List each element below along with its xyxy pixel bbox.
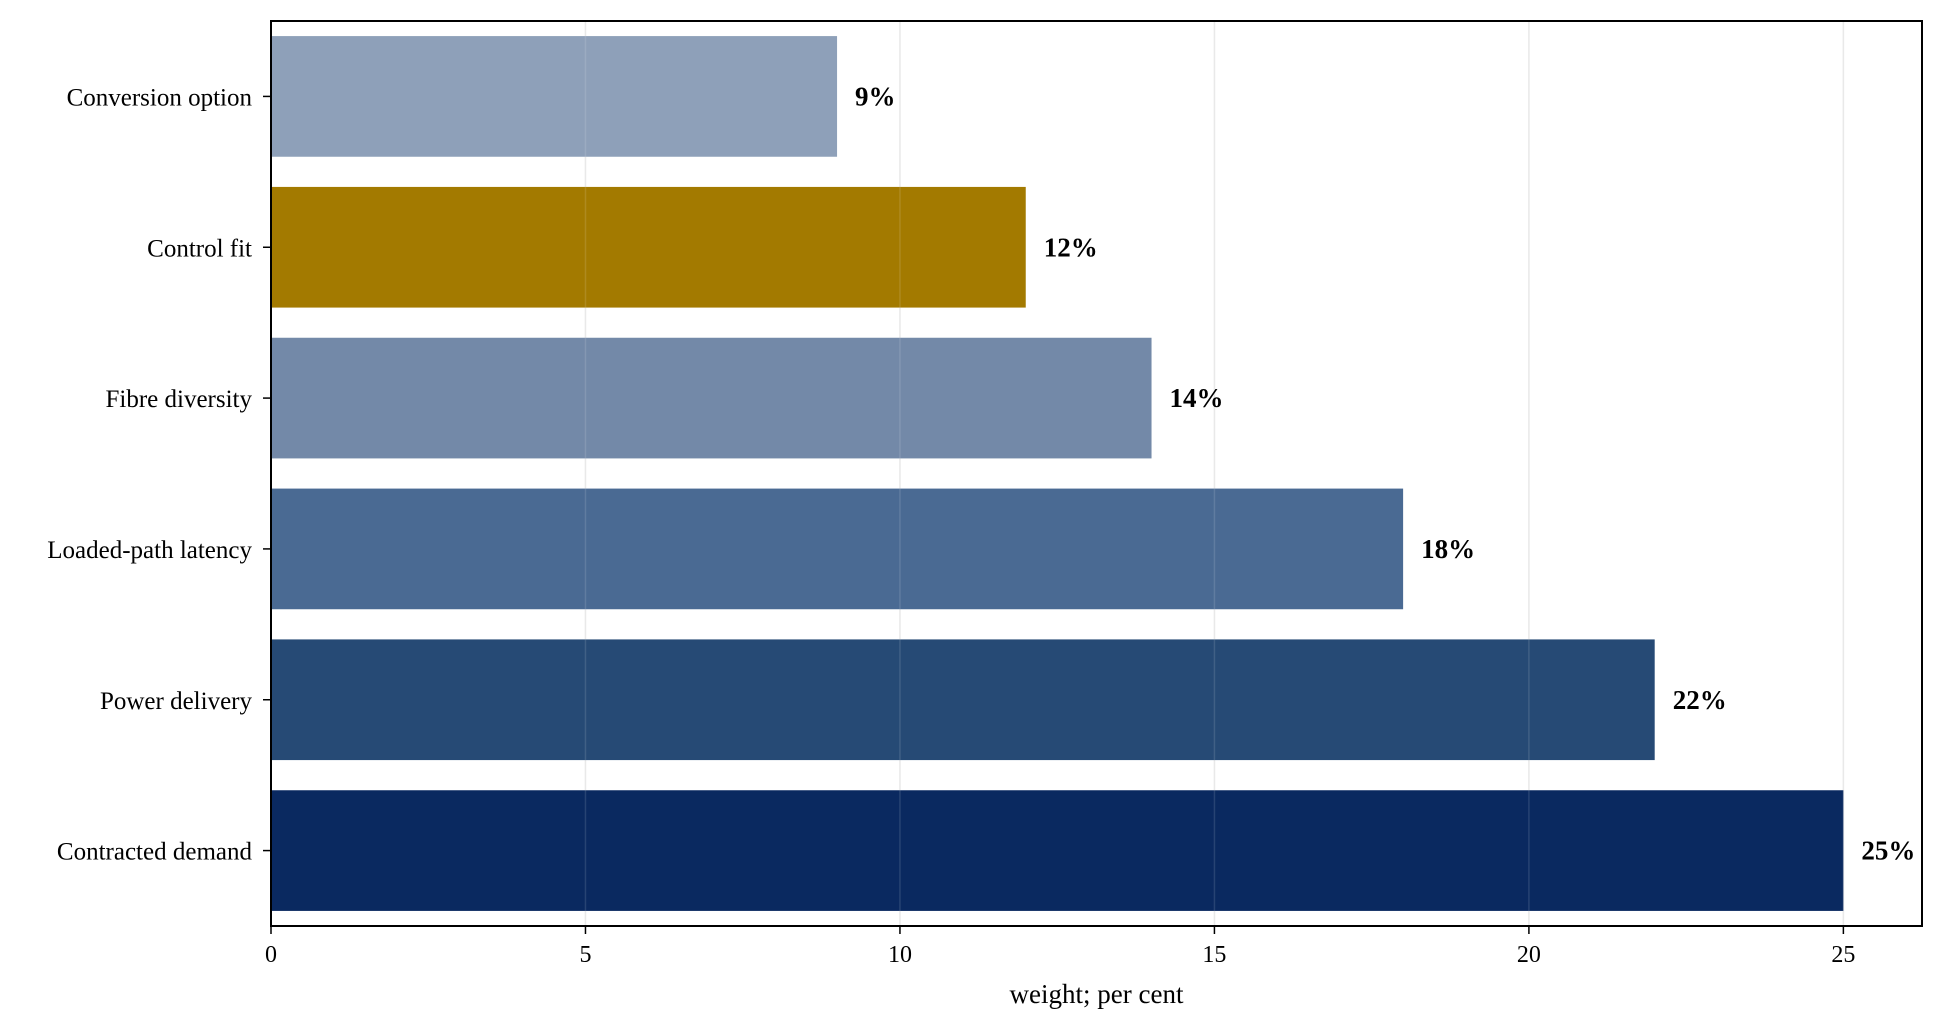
bars-layer bbox=[271, 21, 1845, 926]
x-tick-label-0: 0 bbox=[265, 942, 277, 968]
value-label-1: 12% bbox=[1044, 232, 1098, 262]
y-category-label-4: Power delivery bbox=[100, 688, 253, 715]
y-category-label-2: Fibre diversity bbox=[105, 386, 252, 413]
x-tick-label-3: 15 bbox=[1202, 942, 1226, 968]
plot-frame bbox=[270, 20, 1923, 927]
value-labels: 9% 12% 14% 18% 22% 25% bbox=[855, 81, 1915, 865]
x-tick-label-1: 5 bbox=[579, 942, 591, 968]
bar-4 bbox=[271, 639, 1655, 761]
value-label-5: 25% bbox=[1861, 836, 1915, 866]
plot-border bbox=[270, 20, 1923, 927]
y-category-label-5: Contracted demand bbox=[57, 839, 253, 866]
y-category-label-0: Conversion option bbox=[67, 84, 253, 111]
value-label-3: 18% bbox=[1421, 534, 1475, 564]
y-category-label-3: Loaded-path latency bbox=[47, 537, 252, 564]
x-axis-title: weight; per cent bbox=[1010, 979, 1184, 1009]
bar-5 bbox=[271, 790, 1844, 911]
bar-1 bbox=[271, 186, 1026, 308]
x-tick-label-5: 25 bbox=[1831, 942, 1855, 968]
x-axis-ticks: 0 5 10 15 20 25 bbox=[265, 926, 1855, 968]
value-label-4: 22% bbox=[1673, 685, 1727, 715]
x-tick-label-4: 20 bbox=[1517, 942, 1541, 968]
bar-2 bbox=[271, 337, 1152, 459]
x-tick-label-2: 10 bbox=[888, 942, 912, 968]
value-label-2: 14% bbox=[1170, 383, 1224, 413]
y-category-label-1: Control fit bbox=[147, 235, 252, 262]
bar-3 bbox=[271, 488, 1404, 610]
bar-0 bbox=[271, 36, 838, 157]
y-axis-categories: Conversion option Control fit Fibre divers… bbox=[47, 84, 271, 866]
value-label-0: 9% bbox=[855, 81, 896, 111]
